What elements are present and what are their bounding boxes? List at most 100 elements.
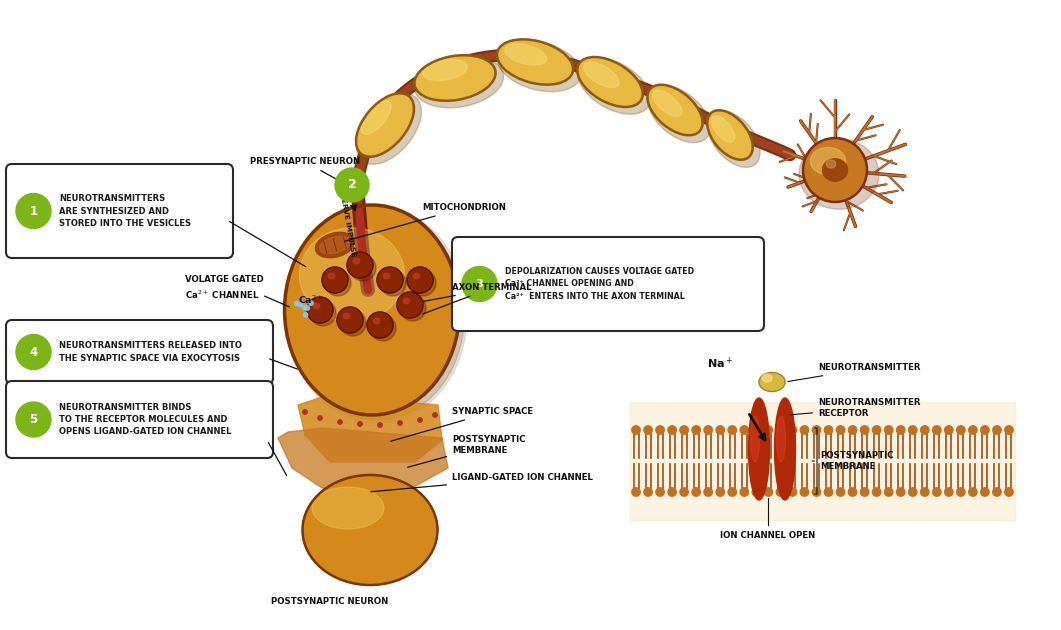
Ellipse shape <box>319 236 350 254</box>
Circle shape <box>398 421 402 425</box>
Circle shape <box>380 270 406 296</box>
Text: 2: 2 <box>348 178 356 192</box>
Ellipse shape <box>759 372 785 391</box>
Circle shape <box>668 426 676 434</box>
Circle shape <box>824 426 833 434</box>
Circle shape <box>631 426 640 434</box>
Circle shape <box>321 267 348 293</box>
Circle shape <box>885 426 893 434</box>
Circle shape <box>337 420 343 424</box>
Circle shape <box>800 488 808 496</box>
Circle shape <box>921 426 929 434</box>
Circle shape <box>993 488 1002 496</box>
Ellipse shape <box>284 205 459 415</box>
Ellipse shape <box>577 58 650 114</box>
Circle shape <box>777 426 784 434</box>
Text: 4: 4 <box>30 345 37 358</box>
Circle shape <box>410 270 436 296</box>
FancyBboxPatch shape <box>6 320 273 384</box>
Circle shape <box>716 426 725 434</box>
Circle shape <box>728 426 736 434</box>
Circle shape <box>836 488 845 496</box>
Circle shape <box>400 295 427 321</box>
Circle shape <box>993 426 1002 434</box>
Polygon shape <box>278 428 448 488</box>
Text: NEUROTRANSMITTERS
ARE SYNTHESIZED AND
STORED INTO THE VESICLES: NEUROTRANSMITTERS ARE SYNTHESIZED AND ST… <box>59 194 191 227</box>
Circle shape <box>872 488 881 496</box>
Text: MITOCHONDRION: MITOCHONDRION <box>345 203 506 241</box>
Ellipse shape <box>750 416 760 462</box>
Circle shape <box>705 488 712 496</box>
Text: POSTSYNAPTIC
MEMBRANE: POSTSYNAPTIC MEMBRANE <box>407 435 525 467</box>
Circle shape <box>306 306 310 310</box>
Text: NEUROTRANSMITTER: NEUROTRANSMITTER <box>787 364 921 382</box>
Circle shape <box>764 488 772 496</box>
Circle shape <box>777 488 784 496</box>
Ellipse shape <box>415 56 504 108</box>
Circle shape <box>644 426 653 434</box>
Text: PRESYNAPTIC NEURON: PRESYNAPTIC NEURON <box>250 158 360 191</box>
Ellipse shape <box>648 85 710 142</box>
Text: NEUROTRANSMITTER BINDS
TO THE RECEPTOR MOLECULES AND
OPENS LIGAND-GATED ION CHAN: NEUROTRANSMITTER BINDS TO THE RECEPTOR M… <box>59 403 231 436</box>
Circle shape <box>680 488 689 496</box>
FancyBboxPatch shape <box>6 381 273 458</box>
Text: NERVE IMPULSE: NERVE IMPULSE <box>340 193 356 258</box>
Circle shape <box>340 310 366 336</box>
Ellipse shape <box>286 207 467 423</box>
Circle shape <box>318 416 323 420</box>
Text: DEPOLARIZATION CAUSES VOLTAGE GATED
Ca²⁺ CHANNEL OPENING AND
Ca²⁺  ENTERS INTO T: DEPOLARIZATION CAUSES VOLTAGE GATED Ca²⁺… <box>505 267 694 301</box>
Circle shape <box>969 426 977 434</box>
Circle shape <box>788 488 797 496</box>
Circle shape <box>462 266 497 302</box>
Ellipse shape <box>328 273 335 278</box>
Circle shape <box>933 488 941 496</box>
Circle shape <box>800 426 808 434</box>
Text: AXON TERMINAL: AXON TERMINAL <box>422 284 532 314</box>
Circle shape <box>921 488 929 496</box>
Ellipse shape <box>777 416 785 462</box>
Circle shape <box>741 488 748 496</box>
Circle shape <box>347 252 373 278</box>
Circle shape <box>692 426 700 434</box>
Ellipse shape <box>356 93 414 157</box>
Circle shape <box>705 426 712 434</box>
Circle shape <box>1005 488 1013 496</box>
Circle shape <box>957 426 966 434</box>
Circle shape <box>668 488 676 496</box>
Circle shape <box>335 168 369 202</box>
Circle shape <box>397 292 423 318</box>
Ellipse shape <box>653 90 682 117</box>
Circle shape <box>969 488 977 496</box>
Circle shape <box>957 488 966 496</box>
Ellipse shape <box>827 160 836 168</box>
Ellipse shape <box>313 303 319 309</box>
Circle shape <box>849 426 857 434</box>
Circle shape <box>325 270 351 296</box>
Circle shape <box>872 426 881 434</box>
Ellipse shape <box>299 228 404 323</box>
Circle shape <box>716 488 725 496</box>
Circle shape <box>980 426 989 434</box>
Ellipse shape <box>356 94 421 164</box>
Circle shape <box>1005 426 1013 434</box>
Ellipse shape <box>577 57 643 107</box>
Ellipse shape <box>373 318 380 324</box>
FancyBboxPatch shape <box>6 164 233 258</box>
Circle shape <box>933 426 941 434</box>
Circle shape <box>378 423 382 427</box>
Circle shape <box>788 426 797 434</box>
Circle shape <box>656 488 664 496</box>
Text: Na$^+$: Na$^+$ <box>707 356 733 371</box>
Circle shape <box>367 312 393 338</box>
Circle shape <box>302 410 308 414</box>
Text: POSTSYNAPTIC NEURON: POSTSYNAPTIC NEURON <box>272 597 388 607</box>
Circle shape <box>860 426 869 434</box>
Circle shape <box>824 488 833 496</box>
Circle shape <box>803 138 867 202</box>
Ellipse shape <box>423 60 468 81</box>
Ellipse shape <box>415 55 495 101</box>
Circle shape <box>944 488 953 496</box>
Circle shape <box>897 426 905 434</box>
Text: Ca$^{2+}$: Ca$^{2+}$ <box>298 294 324 306</box>
Ellipse shape <box>799 139 879 209</box>
